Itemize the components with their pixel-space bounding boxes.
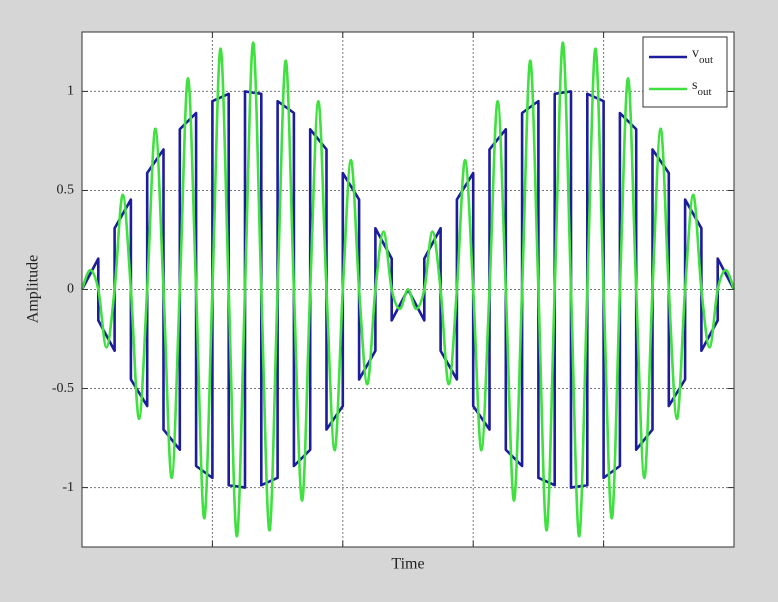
y-tick-label: -0.5 <box>52 381 74 396</box>
y-axis-label: Amplitude <box>25 255 42 323</box>
y-tick-label: -1 <box>62 480 74 495</box>
y-tick-label: 0.5 <box>57 183 75 198</box>
legend-label: vout <box>692 46 713 65</box>
legend-box <box>642 36 728 108</box>
series-line <box>80 41 736 538</box>
legend-label: sout <box>692 78 712 97</box>
legend-subscript: out <box>697 86 711 98</box>
y-tick-label: 0 <box>67 282 74 297</box>
legend-name: v <box>692 46 699 61</box>
x-axis-label: Time <box>391 556 424 573</box>
legend-name: s <box>692 78 697 93</box>
y-tick-label: 1 <box>67 84 74 99</box>
legend-subscript: out <box>699 54 713 66</box>
